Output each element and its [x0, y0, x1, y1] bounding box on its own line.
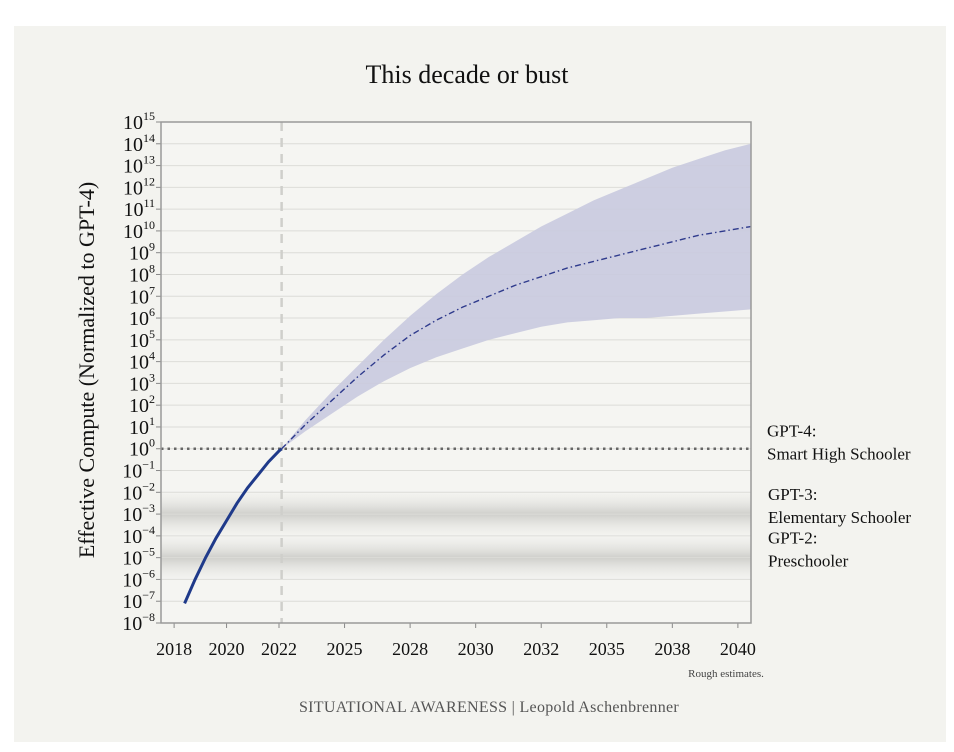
y-tick-label: 10−8	[122, 610, 155, 635]
y-tick-label: 1013	[123, 153, 155, 178]
band-label-line2: Preschooler	[768, 552, 849, 571]
x-tick-label: 2032	[523, 639, 559, 659]
y-tick-label: 1012	[123, 174, 155, 199]
x-tick-label: 2040	[720, 639, 756, 659]
y-tick-label: 103	[129, 370, 155, 395]
y-tick-label: 101	[129, 414, 155, 439]
x-tick-label: 2022	[261, 639, 297, 659]
y-tick-label: 108	[129, 261, 155, 286]
chart: This decade or bust GPT-3: Elementary Sch…	[74, 60, 911, 716]
rough-estimates-note: Rough estimates.	[688, 668, 764, 680]
x-tick-label: 2028	[392, 639, 428, 659]
x-tick-label: 2038	[654, 639, 690, 659]
x-tick-label: 2018	[156, 639, 192, 659]
plot-frame	[160, 121, 752, 624]
y-tick-label: 10−4	[122, 523, 155, 548]
y-tick-label: 10−6	[122, 566, 155, 591]
y-axis-label: Effective Compute (Normalized to GPT-4)	[74, 182, 99, 558]
series-line-1	[183, 447, 283, 604]
band-label-line1: GPT-3:	[768, 485, 817, 504]
x-tick-label: 2020	[209, 639, 245, 659]
y-tick-label: 10−3	[122, 501, 155, 526]
y-tick-label: 1015	[123, 109, 155, 134]
y-tick-label: 10−2	[122, 479, 155, 504]
series-line-2	[281, 225, 752, 450]
y-tick-label: 10−1	[122, 458, 155, 483]
gpt4-annotation: GPT-4: Smart High Schooler	[767, 422, 911, 464]
y-tick-label: 102	[129, 392, 155, 417]
chart-title: This decade or bust	[366, 60, 570, 89]
y-tick-label: 1014	[123, 131, 155, 156]
annotation-line1: GPT-4:	[767, 422, 816, 441]
annotation-line2: Smart High Schooler	[767, 445, 911, 464]
y-tick-label: 1010	[123, 218, 155, 243]
x-tick-label: 2035	[589, 639, 625, 659]
footer-credit: SITUATIONAL AWARENESS | Leopold Aschenbr…	[299, 699, 679, 716]
uncertainty-band	[281, 143, 751, 449]
y-tick-label: 1011	[123, 196, 155, 221]
y-tick-label: 10−5	[122, 545, 155, 570]
y-tick-label: 100	[129, 436, 155, 461]
x-tick-label: 2030	[458, 639, 494, 659]
y-tick-label: 105	[129, 327, 155, 352]
y-tick-label: 106	[129, 305, 155, 330]
y-tick-label: 10−7	[122, 588, 155, 613]
y-tick-label: 109	[129, 240, 155, 265]
chart-card: This decade or bust GPT-3: Elementary Sch…	[14, 26, 946, 742]
band-label-line2: Elementary Schooler	[768, 508, 911, 527]
y-tick-label: 107	[129, 283, 155, 308]
band-label-line1: GPT-2:	[768, 529, 817, 548]
y-tick-label: 104	[129, 349, 155, 374]
band-label-2: GPT-2: Preschooler	[768, 529, 849, 571]
x-tick-label: 2025	[327, 639, 363, 659]
plot-area: GPT-3: Elementary Schooler GPT-2: Preschool…	[122, 109, 911, 659]
band-label-1: GPT-3: Elementary Schooler	[768, 485, 911, 527]
